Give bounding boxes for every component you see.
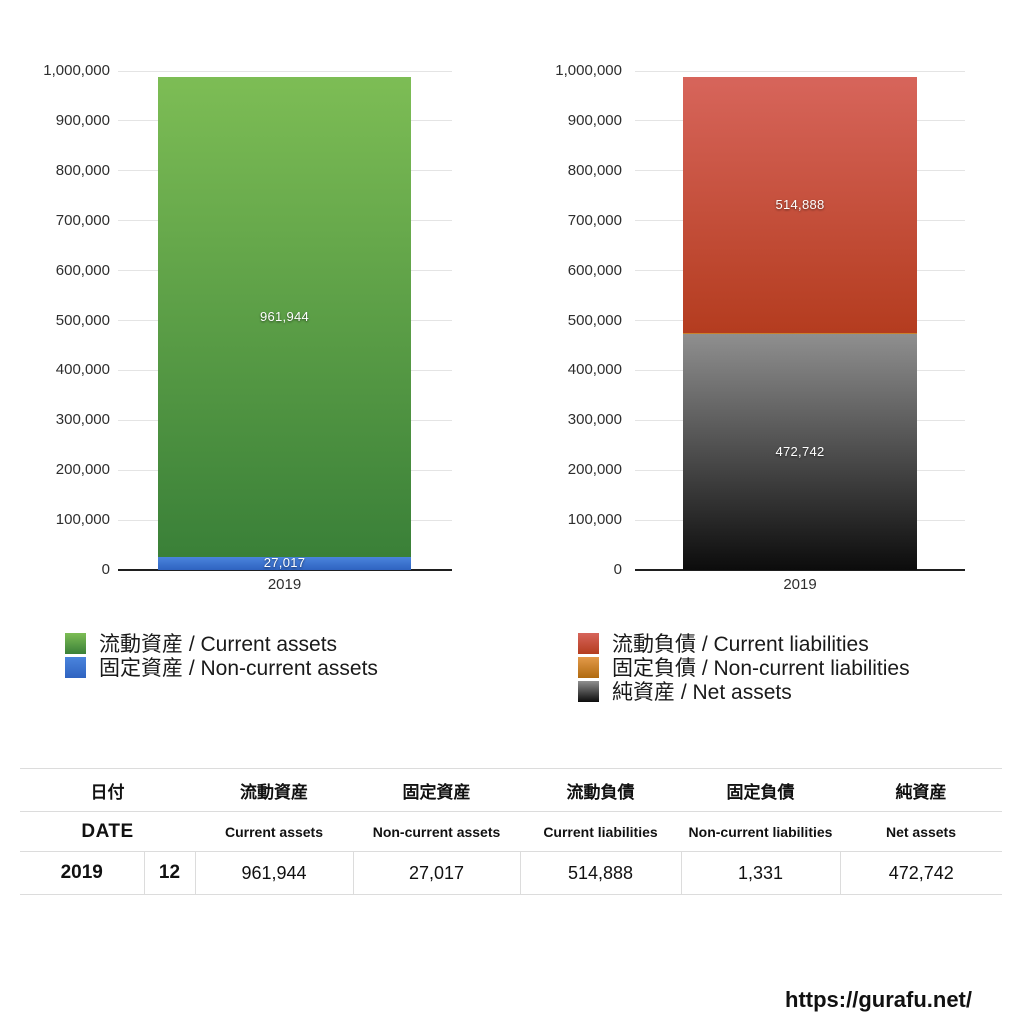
table-header-noncurrent-liabilities-jp: 固定負債: [726, 782, 795, 802]
table-cell-month: 12: [143, 851, 195, 895]
table-header-current-liabilities-en: Current liabilities: [543, 823, 658, 840]
table-header-date-en: DATE: [81, 820, 134, 842]
x-axis-category-label: 2019: [267, 576, 302, 593]
legend-swatch: [65, 656, 86, 678]
legend-label: 固定資産 / Non-current assets: [99, 657, 378, 680]
table-header-row-jp: 日付 流動資産 固定資産 流動負債 固定負債 純資産: [20, 769, 1002, 812]
table-header-current-assets-en: Current assets: [224, 823, 324, 840]
y-axis-tick-label: 0: [101, 561, 110, 578]
y-axis-tick-label: 400,000: [567, 361, 622, 379]
y-axis-tick-label: 300,000: [567, 411, 622, 429]
y-axis-tick-label: 800,000: [55, 161, 110, 179]
legend-label: 流動負債 / Current liabilities: [612, 633, 869, 656]
bar-value-label: 514,888: [775, 196, 825, 212]
x-axis-line: [635, 569, 965, 571]
y-axis-tick-label: 400,000: [55, 361, 110, 379]
y-axis-tick-label: 1,000,000: [43, 62, 110, 79]
y-axis-tick-label: 0: [613, 561, 622, 578]
table-cell-net-assets: 472,742: [839, 851, 1002, 895]
bar-value-label: 27,017: [263, 555, 306, 571]
legend-swatch: [578, 632, 599, 654]
legend-swatch: [578, 656, 599, 678]
y-axis-tick-label: 600,000: [567, 261, 622, 279]
x-axis-line: [118, 569, 452, 571]
y-axis-tick-label: 100,000: [567, 511, 622, 529]
table-cell-noncurrent-assets: 27,017: [352, 851, 520, 895]
legend-item: 固定負債 / Non-current liabilities: [578, 655, 910, 680]
y-axis-tick-label: 700,000: [55, 211, 110, 229]
table-data-row: 2019 12 961,944 27,017 514,888 1,331 472…: [20, 851, 1002, 895]
legend-swatch: [578, 680, 599, 702]
legend-item: 流動資産 / Current assets: [65, 631, 378, 656]
y-axis-tick-label: 100,000: [55, 511, 110, 529]
legend-label: 流動資産 / Current assets: [99, 633, 338, 656]
legend-item: 純資産 / Net assets: [578, 679, 910, 704]
table-header-noncurrent-liabilities-en: Non-current liabilities: [688, 823, 833, 840]
legend-label: 固定負債 / Non-current liabilities: [612, 657, 910, 680]
x-axis-category-label: 2019: [783, 576, 817, 593]
liabilities-legend: 流動負債 / Current liabilities 固定負債 / Non-cur…: [578, 631, 910, 704]
y-axis-tick-label: 900,000: [567, 111, 622, 129]
assets-legend: 流動資産 / Current assets 固定資産 / Non-current …: [65, 631, 378, 680]
bar-segment: [683, 76, 917, 334]
y-axis-tick-label: 300,000: [55, 411, 110, 429]
table-header-net-assets-en: Net assets: [885, 823, 957, 840]
table-cell-current-assets: 961,944: [194, 851, 353, 895]
table-header-current-liabilities-jp: 流動負債: [566, 782, 635, 802]
y-axis-tick-label: 600,000: [55, 261, 110, 279]
table-header-row-en: DATE Current assets Non-current assets C…: [20, 812, 1002, 852]
y-axis-tick-label: 200,000: [55, 461, 110, 479]
table-cell-year: 2019: [60, 862, 103, 883]
y-axis-tick-label: 900,000: [55, 111, 110, 129]
bar-segment: [158, 556, 411, 570]
balance-table: 日付 流動資産 固定資産 流動負債 固定負債 純資産 DATE Current …: [20, 768, 1002, 895]
legend-item: 固定資産 / Non-current assets: [65, 655, 378, 680]
site-url: https://gurafu.net/: [785, 987, 972, 1012]
bar-segment: [683, 334, 917, 570]
y-axis-tick-label: 800,000: [567, 161, 622, 179]
table-cell-current-liabilities: 514,888: [519, 851, 681, 895]
legend-swatch: [65, 632, 86, 654]
bar-value-label: 961,944: [259, 308, 310, 324]
legend-item: 流動負債 / Current liabilities: [578, 631, 910, 656]
legend-label: 純資産 / Net assets: [612, 681, 792, 704]
gridline: [635, 70, 965, 72]
y-axis-tick-label: 500,000: [567, 311, 622, 329]
bar-segment: [158, 76, 411, 557]
bar-segment: [683, 333, 917, 335]
y-axis-tick-label: 700,000: [567, 211, 622, 229]
table-header-noncurrent-assets-en: Non-current assets: [372, 823, 501, 840]
table-header-noncurrent-assets-jp: 固定資産: [402, 782, 471, 802]
gridline: [118, 70, 452, 72]
table-header-net-assets-jp: 純資産: [895, 782, 947, 802]
table-header-current-assets-jp: 流動資産: [240, 782, 308, 802]
y-axis-tick-label: 500,000: [55, 311, 110, 329]
bar-value-label: 472,742: [775, 444, 825, 460]
y-axis-tick-label: 1,000,000: [555, 62, 622, 79]
table-cell-noncurrent-liabilities: 1,331: [680, 851, 840, 895]
table-header-date-jp: 日付: [90, 782, 125, 802]
y-axis-tick-label: 200,000: [567, 461, 622, 479]
